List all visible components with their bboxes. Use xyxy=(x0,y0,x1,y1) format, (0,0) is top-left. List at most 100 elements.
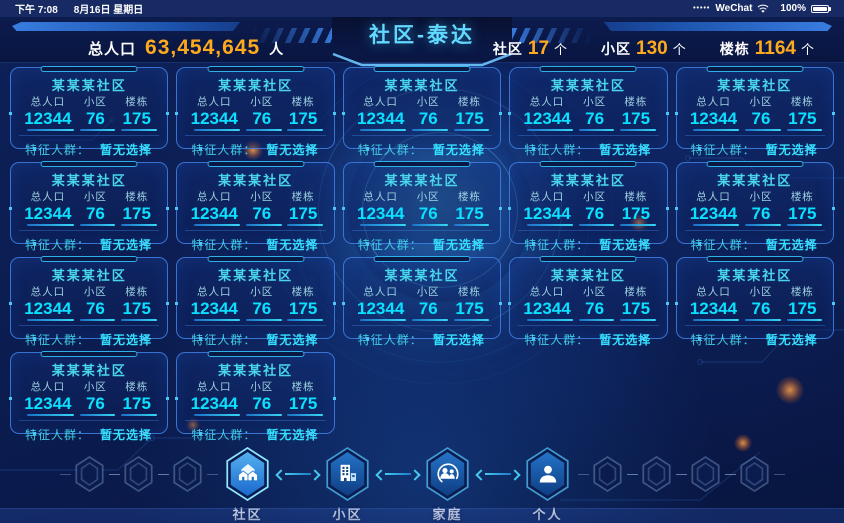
community-card[interactable]: 某某某社区 总人口 12344 小区 76 楼栋 175 特征人群： 暂无选择 xyxy=(175,66,336,157)
card-divider xyxy=(185,135,326,136)
card-edge-dot xyxy=(341,302,345,305)
feature-group-row: 特征人群： 暂无选择 xyxy=(177,136,333,158)
card-edge-dot xyxy=(9,207,12,210)
glow-dot xyxy=(734,434,752,452)
community-card[interactable]: 某某某社区 总人口 12344 小区 76 楼栋 175 特征人群： 暂无选择 xyxy=(341,66,503,157)
community-card[interactable]: 某某某社区 总人口 12344 小区 76 楼栋 175 特征人群： 暂无选择 xyxy=(9,161,170,252)
nav-item-家庭[interactable]: 家庭 xyxy=(420,447,476,523)
population-value: 12344 xyxy=(523,109,571,128)
community-card[interactable]: 某某某社区 总人口 12344 小区 76 楼栋 175 特征人群： 暂无选择 xyxy=(508,256,669,347)
hexagon-frame xyxy=(524,447,572,501)
feature-group-value: 暂无选择 xyxy=(266,428,319,442)
card-stats: 总人口 12344 小区 76 楼栋 175 xyxy=(344,189,500,226)
page-title-plate: 社区-泰达 xyxy=(332,17,512,67)
status-time: 下午 7:08 xyxy=(15,5,58,16)
community-card[interactable]: 某某某社区 总人口 12344 小区 76 楼栋 175 特征人群： 暂无选择 xyxy=(674,161,835,252)
card-stats: 总人口 12344 小区 76 楼栋 175 xyxy=(177,379,333,416)
feature-group-value: 暂无选择 xyxy=(765,143,818,157)
community-card[interactable]: 某某某社区 总人口 12344 小区 76 楼栋 175 特征人群： 暂无选择 xyxy=(175,351,336,442)
community-name: 某某某社区 xyxy=(218,268,294,283)
nav-item-社区[interactable]: 社区 xyxy=(220,447,276,523)
signal-strength-icon: ••••• xyxy=(693,5,711,12)
feature-group-row: 特征人群： 暂无选择 xyxy=(344,326,500,348)
stat-unit: 个 xyxy=(800,42,814,57)
community-card[interactable]: 某某某社区 总人口 12344 小区 76 楼栋 175 特征人群： 暂无选择 xyxy=(341,256,503,347)
nav-item-小区[interactable]: 小区 xyxy=(320,447,376,523)
card-edge-dot xyxy=(808,242,812,245)
stat-underline xyxy=(27,414,74,416)
nav-item-个人[interactable]: 个人 xyxy=(520,447,576,523)
decorative-hexagon xyxy=(59,456,120,492)
card-top-tab xyxy=(373,256,471,262)
card-edge-dot xyxy=(166,207,170,210)
stat-underline xyxy=(526,319,573,321)
community-card[interactable]: 某某某社区 总人口 12344 小区 76 楼栋 175 特征人群： 暂无选择 xyxy=(175,161,336,252)
feature-group-label: 特征人群： xyxy=(524,238,590,252)
community-name: 某某某社区 xyxy=(550,173,626,188)
card-edge-dot xyxy=(641,147,645,150)
subdistrict-value: 76 xyxy=(585,204,605,223)
card-divider xyxy=(684,325,825,326)
stat-underline xyxy=(693,319,740,321)
card-stats: 总人口 12344 小区 76 楼栋 175 xyxy=(177,94,333,131)
card-edge-dot xyxy=(641,337,645,340)
card-edge-dot xyxy=(698,242,702,245)
feature-group-row: 特征人群： 暂无选择 xyxy=(177,231,333,253)
community-card[interactable]: 某某某社区 总人口 12344 小区 76 楼栋 175 特征人群： 暂无选择 xyxy=(674,66,835,157)
feature-group-label: 特征人群： xyxy=(690,143,756,157)
bottom-dock-bar xyxy=(0,508,844,523)
building-value: 175 xyxy=(455,204,484,223)
population-label: 总人口 xyxy=(197,96,232,108)
subdistrict-value: 76 xyxy=(252,394,272,413)
stat-underline xyxy=(121,414,157,416)
community-card[interactable]: 某某某社区 总人口 12344 小区 76 楼栋 175 特征人群： 暂无选择 xyxy=(9,351,170,442)
stat-unit: 人 xyxy=(269,41,284,57)
card-edge-dot xyxy=(175,302,179,305)
community-name: 某某某社区 xyxy=(384,268,460,283)
building-label: 楼栋 xyxy=(125,286,149,298)
card-edge-dot xyxy=(808,147,812,150)
card-edge-dot xyxy=(142,337,146,340)
community-card[interactable]: 某某某社区 总人口 12344 小区 76 楼栋 175 特征人群： 暂无选择 xyxy=(9,66,170,157)
community-card[interactable]: 某某某社区 总人口 12344 小区 76 楼栋 175 特征人群： 暂无选择 xyxy=(341,161,503,252)
building-value: 175 xyxy=(788,299,817,318)
subdistrict-value: 76 xyxy=(252,299,272,318)
card-top-tab xyxy=(706,161,804,167)
person-icon xyxy=(539,465,556,483)
building-value: 175 xyxy=(621,109,651,128)
stat-underline xyxy=(412,224,449,226)
community-card[interactable]: 某某某社区 总人口 12344 小区 76 楼栋 175 特征人群： 暂无选择 xyxy=(9,256,170,347)
card-divider xyxy=(185,325,326,326)
card-edge-dot xyxy=(142,432,146,435)
subdistrict-label: 小区 xyxy=(749,96,773,108)
community-card[interactable]: 某某某社区 总人口 12344 小区 76 楼栋 175 特征人群： 暂无选择 xyxy=(508,66,669,157)
subdistrict-value: 76 xyxy=(85,299,105,318)
card-edge-dot xyxy=(175,397,179,400)
feature-group-value: 暂无选择 xyxy=(266,333,319,347)
card-edge-dot xyxy=(308,242,312,245)
card-edge-dot xyxy=(499,207,503,210)
card-edge-dot xyxy=(199,337,203,340)
feature-group-label: 特征人群： xyxy=(25,143,91,157)
community-card[interactable]: 某某某社区 总人口 12344 小区 76 楼栋 175 特征人群： 暂无选择 xyxy=(674,256,835,347)
card-top-tab xyxy=(706,66,804,72)
community-card[interactable]: 某某某社区 总人口 12344 小区 76 楼栋 175 特征人群： 暂无选择 xyxy=(508,161,669,252)
feature-group-value: 暂无选择 xyxy=(100,428,153,442)
card-top-tab xyxy=(40,256,138,262)
subdistrict-value: 76 xyxy=(85,394,105,413)
page-title: 社区-泰达 xyxy=(369,24,475,47)
building-value: 175 xyxy=(288,394,318,413)
building-value: 175 xyxy=(455,109,484,128)
community-name: 某某某社区 xyxy=(51,363,127,378)
card-edge-dot xyxy=(166,397,170,400)
nav-connector-arrow xyxy=(484,473,511,475)
hexagon-frame xyxy=(324,447,372,501)
community-card[interactable]: 某某某社区 总人口 12344 小区 76 楼栋 175 特征人群： 暂无选择 xyxy=(175,256,336,347)
feature-group-value: 暂无选择 xyxy=(765,333,818,347)
glow-dot xyxy=(630,214,648,232)
total-population-stat: 总人口 63,454,645 人 xyxy=(88,36,283,60)
stat-underline xyxy=(27,224,74,226)
building-value: 175 xyxy=(621,299,651,318)
card-top-tab xyxy=(539,256,637,262)
population-label: 总人口 xyxy=(197,286,232,298)
